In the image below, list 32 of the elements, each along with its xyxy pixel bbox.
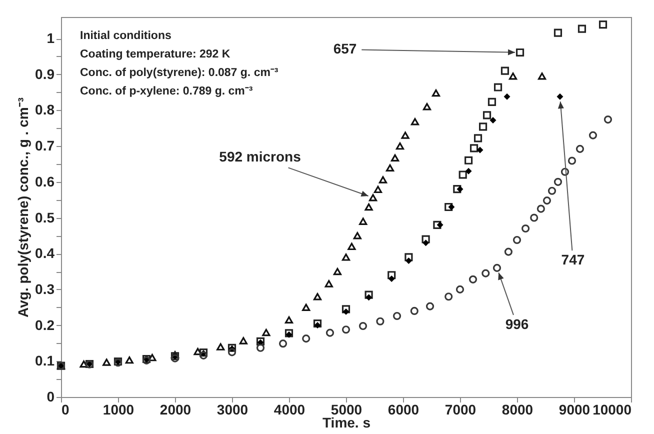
y-tick-label: 0.2 [35,316,55,333]
annotation: 592 microns [219,148,302,165]
x-tick-label: 1000 [102,402,134,418]
y-tick-label: 0.1 [35,352,55,369]
x-axis-title: Time. s [322,414,371,430]
annotation: 996 [505,316,529,332]
y-tick-label: 0 [46,388,55,404]
x-tick-label: 2000 [160,402,192,418]
y-tick-label: 0.5 [35,209,55,226]
annotation: Conc. of poly(styrene): 0.087 g. cm⁻³ [80,67,278,79]
annotation: Conc. of p-xylene: 0.789 g. cm⁻³ [80,86,253,98]
x-tick-label: 4000 [274,402,306,418]
y-tick-label: 0.4 [35,245,55,262]
annotation: Initial conditions [80,30,172,42]
y-tick-label: 0.6 [35,173,55,190]
x-tick-label: 3000 [216,402,248,418]
y-tick-label: 0.3 [35,280,55,297]
x-tick-label: 5000 [330,402,362,418]
y-axis-title: Avg. poly(styrene) conc., g . cm⁻³ [15,97,32,318]
x-tick-label: 6000 [388,402,420,418]
annotation: Coating temperature: 292 K [80,48,231,60]
x-tick-label: 8000 [502,402,534,418]
x-tick-label: 0 [62,402,70,418]
annotation: 657 [333,40,357,56]
y-tick-label: 0.8 [35,102,55,118]
annotation: 747 [561,252,585,268]
x-tick-label: 10000 [592,402,632,418]
x-tick-label: 7000 [444,402,476,418]
y-tick-label: 0.9 [35,66,55,82]
x-tick-label: 9000 [558,402,590,418]
y-tick-label: 0.7 [35,138,55,154]
y-tick-label: 1 [46,30,55,46]
